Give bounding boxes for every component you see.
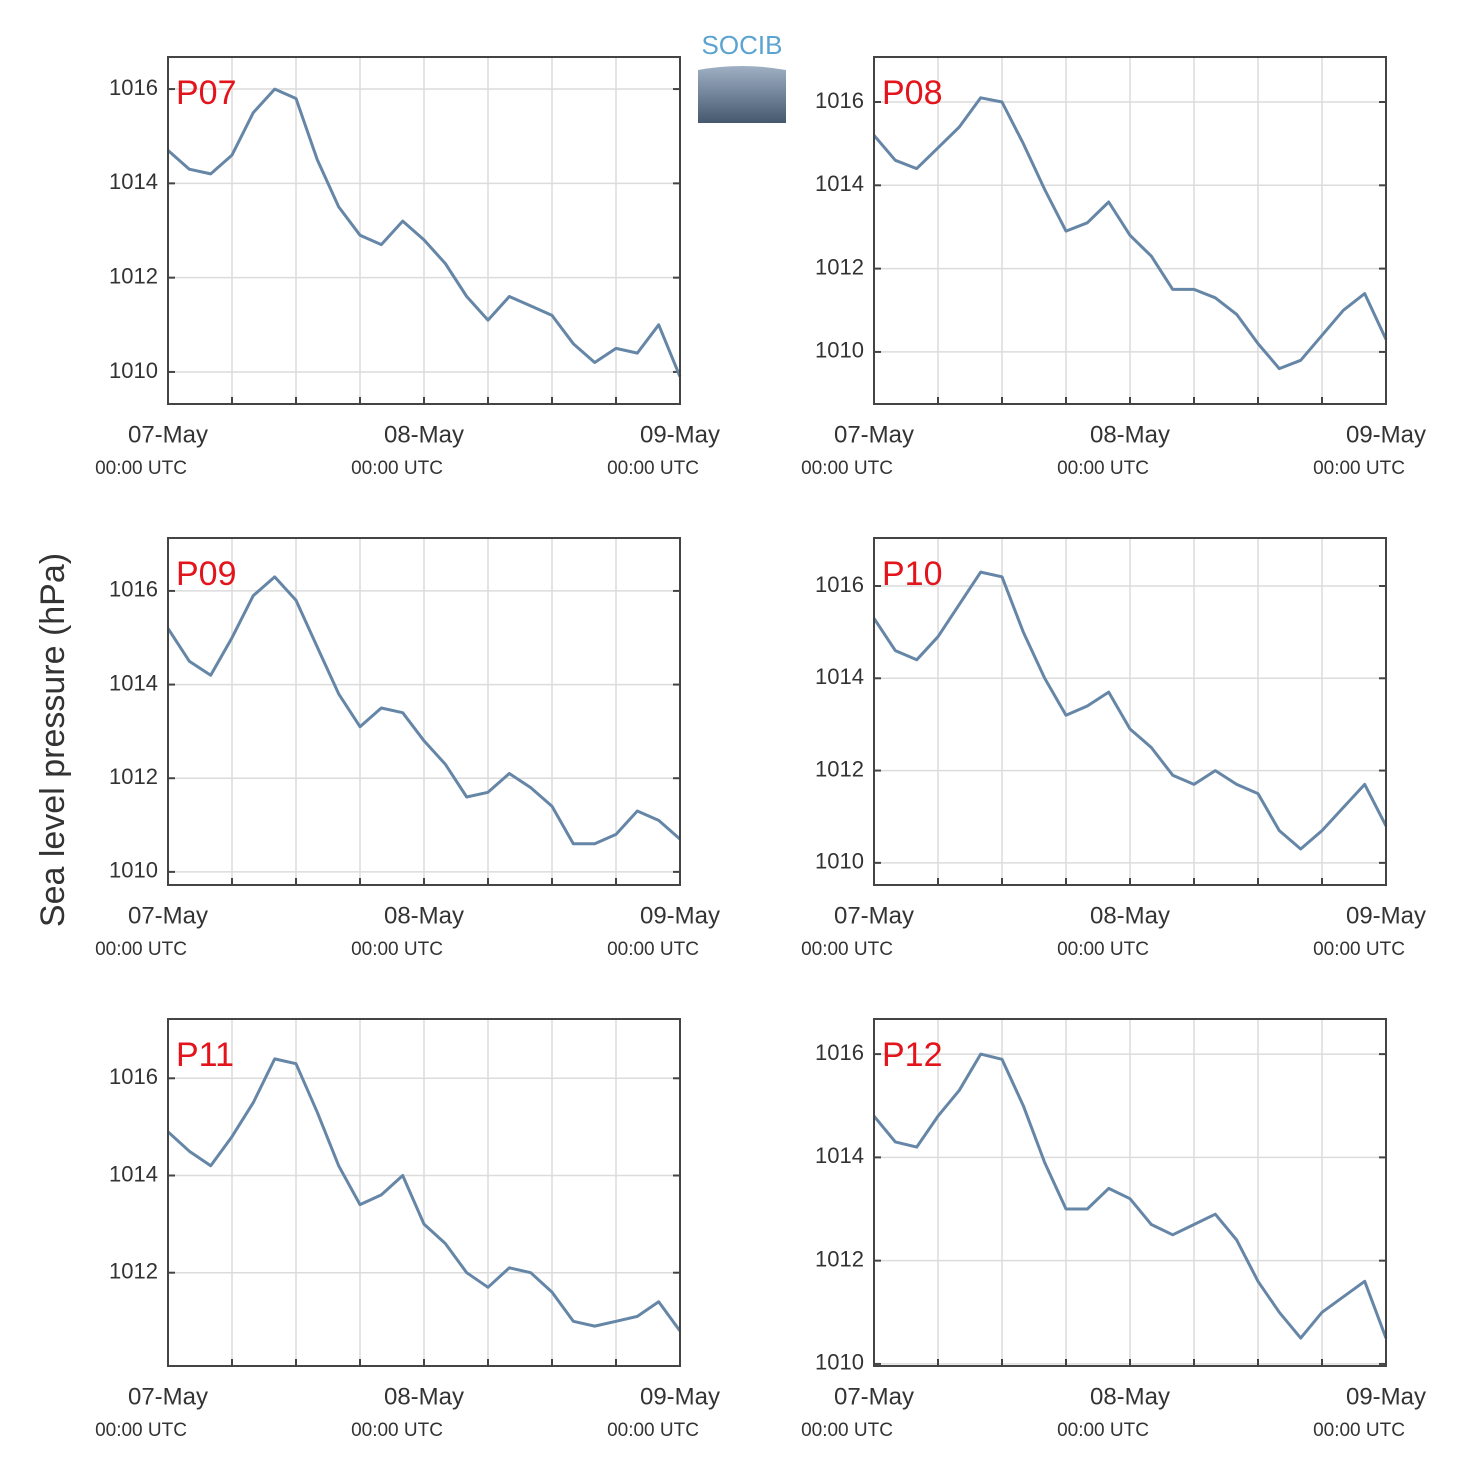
logo: SOCIB [698,30,786,123]
y-tick-label: 1012 [109,764,158,789]
plot-frame [167,1018,681,1367]
data-line [166,575,681,846]
y-tick-label: 1010 [815,849,864,874]
x-tick-sublabel: 00:00 UTC [1057,1420,1149,1441]
chart-title: P10 [882,555,943,593]
x-tick-sublabel: 00:00 UTC [607,939,699,960]
x-tick-sublabel: 00:00 UTC [95,939,187,960]
x-tick-sublabel: 00:00 UTC [1057,458,1149,479]
x-tick-label: 08-May [384,902,464,929]
data-line [872,1052,1388,1340]
y-tick-label: 1010 [109,858,158,883]
x-tick-label: 07-May [128,421,208,448]
x-tick-label: 08-May [1090,902,1170,929]
y-tick-label: 1014 [815,1143,864,1168]
y-tick-label: 1010 [109,358,158,383]
x-tick-label: 08-May [384,1383,464,1410]
data-line [872,96,1388,371]
x-tick-sublabel: 00:00 UTC [351,458,443,479]
y-tick-label: 1014 [109,169,158,194]
x-tick-sublabel: 00:00 UTC [607,458,699,479]
chart-title: P07 [176,74,237,112]
plot-frame [167,56,681,405]
plot-frame [873,56,1387,405]
y-tick-label: 1010 [815,1350,864,1375]
logo-shape [698,66,786,123]
x-tick-label: 08-May [1090,421,1170,448]
x-tick-sublabel: 00:00 UTC [95,458,187,479]
x-tick-label: 07-May [834,1383,914,1410]
data-line [166,1057,682,1332]
y-tick-label: 1016 [109,75,158,100]
x-tick-sublabel: 00:00 UTC [1313,1420,1405,1441]
x-tick-sublabel: 00:00 UTC [1313,939,1405,960]
x-tick-sublabel: 00:00 UTC [95,1420,187,1441]
y-tick-label: 1012 [109,1259,158,1284]
y-tick-label: 1016 [815,1040,864,1065]
x-tick-label: 07-May [834,421,914,448]
y-tick-label: 1012 [109,263,158,288]
y-tick-label: 1014 [109,1161,158,1186]
plot-frame [167,537,681,886]
x-tick-label: 08-May [384,421,464,448]
x-tick-sublabel: 00:00 UTC [801,1420,893,1441]
x-tick-label: 07-May [834,902,914,929]
x-tick-label: 09-May [640,902,720,929]
y-tick-label: 1016 [815,572,864,597]
plot-frame [873,537,1387,886]
y-tick-label: 1010 [815,338,864,363]
y-tick-label: 1012 [815,254,864,279]
x-tick-sublabel: 00:00 UTC [801,458,893,479]
x-tick-label: 09-May [1346,1383,1426,1410]
x-tick-label: 09-May [1346,421,1426,448]
y-tick-label: 1014 [815,171,864,196]
y-tick-label: 1014 [815,664,864,689]
chart-title: P12 [882,1036,943,1074]
chart-title: P09 [176,555,237,593]
y-tick-label: 1012 [815,1246,864,1271]
chart-title: P08 [882,74,943,112]
chart-title: P11 [176,1036,234,1074]
data-line [872,570,1388,851]
y-tick-label: 1012 [815,756,864,781]
x-tick-sublabel: 00:00 UTC [801,939,893,960]
x-tick-sublabel: 00:00 UTC [351,939,443,960]
x-tick-sublabel: 00:00 UTC [1057,939,1149,960]
y-tick-label: 1014 [109,670,158,695]
x-tick-sublabel: 00:00 UTC [1313,458,1405,479]
x-tick-label: 07-May [128,902,208,929]
logo-text: SOCIB [702,30,783,60]
y-tick-label: 1016 [109,1064,158,1089]
plot-frame [873,1018,1387,1367]
x-tick-label: 09-May [640,421,720,448]
x-tick-label: 08-May [1090,1383,1170,1410]
x-tick-sublabel: 00:00 UTC [607,1420,699,1441]
x-tick-sublabel: 00:00 UTC [351,1420,443,1441]
y-tick-label: 1016 [815,88,864,113]
data-line [167,87,682,378]
x-tick-label: 09-May [1346,902,1426,929]
x-tick-label: 07-May [128,1383,208,1410]
x-tick-label: 09-May [640,1383,720,1410]
y-tick-label: 1016 [109,577,158,602]
y-axis-label: Sea level pressure (hPa) [34,553,72,927]
